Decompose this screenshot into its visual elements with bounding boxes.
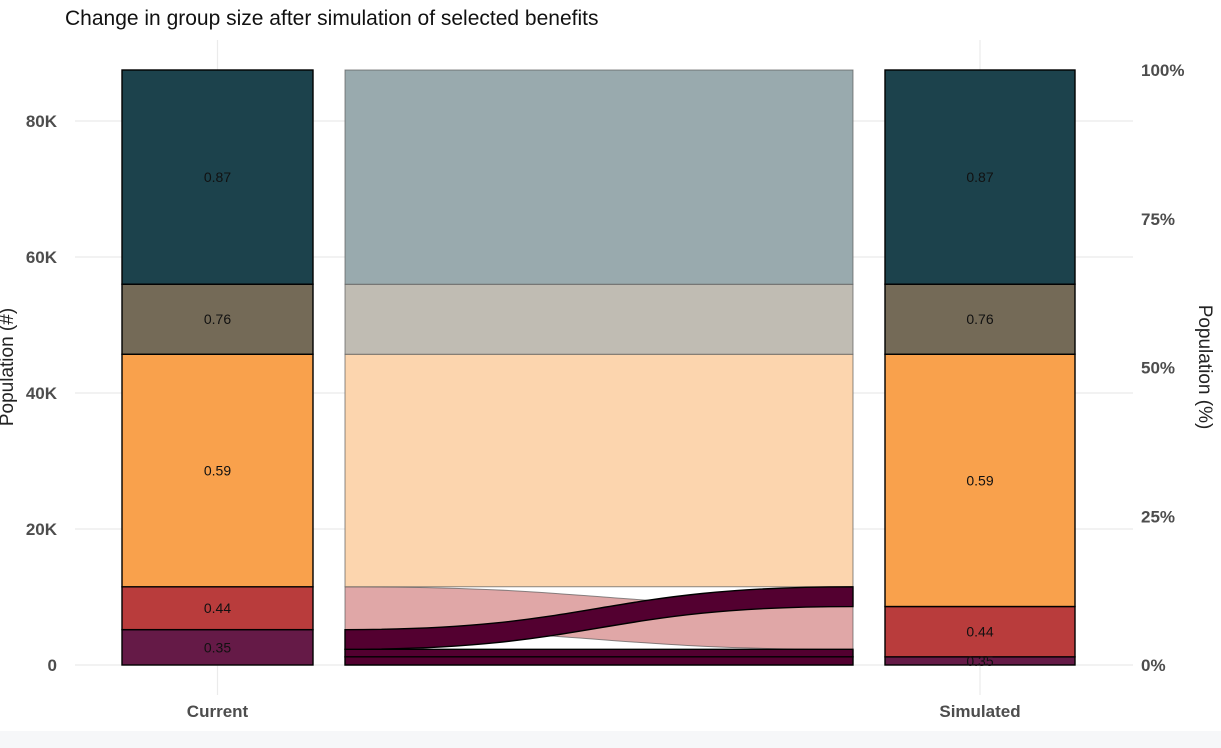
y-tick-label-80K: 80K bbox=[26, 112, 58, 131]
flow-035-to-035 bbox=[344, 656, 854, 666]
flow-layer bbox=[344, 69, 854, 666]
chart-title: Change in group size after simulation of… bbox=[65, 7, 598, 30]
flow-035-to-044 bbox=[344, 648, 854, 658]
current-bar-059 bbox=[121, 353, 314, 588]
bar-layer bbox=[121, 69, 1076, 666]
y-axis-left-title: Population (#) bbox=[0, 308, 18, 426]
pct-tick-label-25pct: 25% bbox=[1141, 507, 1175, 526]
current-bar-076 bbox=[121, 283, 314, 355]
simulated-label-076: 0.76 bbox=[966, 311, 993, 327]
current-bar-035 bbox=[121, 628, 314, 666]
flow-035-to-059 bbox=[344, 586, 854, 651]
flow-087-to-087 bbox=[344, 69, 854, 285]
current-label-044: 0.44 bbox=[204, 600, 231, 616]
simulated-bar-059 bbox=[884, 353, 1076, 608]
y-tick-label-20K: 20K bbox=[26, 520, 58, 539]
simulated-label-059: 0.59 bbox=[966, 472, 993, 488]
simulated-label-087: 0.87 bbox=[966, 169, 993, 185]
alluvial-chart: Change in group size after simulation of… bbox=[0, 7, 1215, 721]
pct-tick-label-0pct: 0% bbox=[1141, 656, 1166, 675]
current-bar-044 bbox=[121, 586, 314, 631]
simulated-bar-044 bbox=[884, 605, 1076, 658]
pct-tick-label-100pct: 100% bbox=[1141, 61, 1184, 80]
axis-layer: 0 20K 40K 60K 80K 0% 25% 50% 75% 100% Current Simul… bbox=[26, 61, 1185, 721]
y-tick-label-60K: 60K bbox=[26, 248, 58, 267]
flow-076-to-076 bbox=[344, 283, 854, 355]
pct-tick-label-75pct: 75% bbox=[1141, 210, 1175, 229]
current-label-059: 0.59 bbox=[204, 463, 231, 479]
segment-label-layer: 0.35 0.44 0.59 0.76 0.87 0.35 0.44 0.59 0.76 0.87 bbox=[204, 169, 994, 669]
simulated-bar-087 bbox=[884, 69, 1076, 285]
current-label-035: 0.35 bbox=[204, 639, 231, 655]
x-tick-label-current: Current bbox=[187, 702, 249, 721]
simulated-label-035: 0.35 bbox=[966, 653, 993, 669]
footer-strip bbox=[0, 731, 1221, 748]
simulated-label-044: 0.44 bbox=[966, 624, 993, 640]
current-label-076: 0.76 bbox=[204, 311, 231, 327]
current-bar-087 bbox=[121, 69, 314, 285]
y-tick-label-40K: 40K bbox=[26, 384, 58, 403]
pct-tick-label-50pct: 50% bbox=[1141, 359, 1175, 378]
current-label-087: 0.87 bbox=[204, 169, 231, 185]
y-tick-label-0: 0 bbox=[48, 656, 57, 675]
x-tick-label-simulated: Simulated bbox=[939, 702, 1020, 721]
flow-059-to-059 bbox=[344, 353, 854, 588]
y-axis-right-title: Population (%) bbox=[1194, 305, 1215, 430]
